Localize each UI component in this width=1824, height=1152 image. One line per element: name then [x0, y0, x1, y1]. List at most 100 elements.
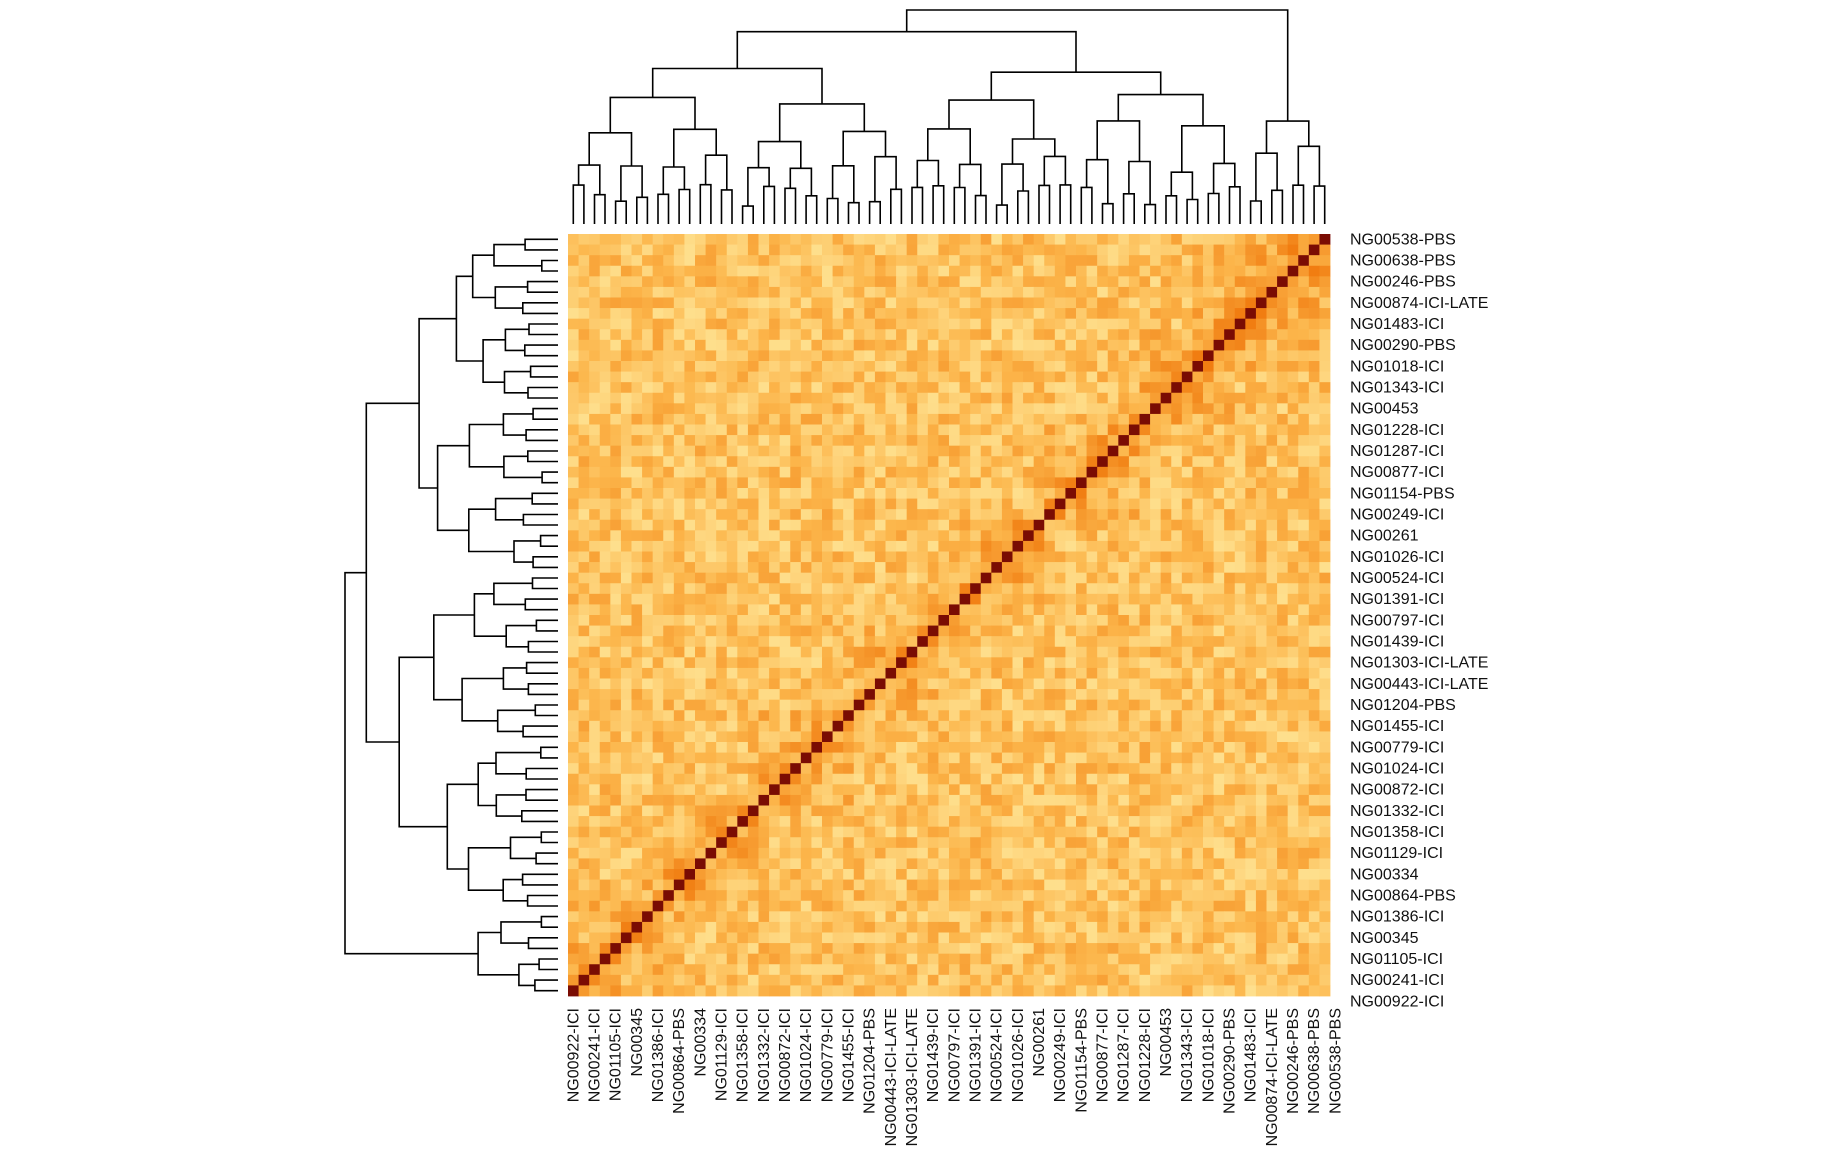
heatmap-cell — [1118, 477, 1130, 489]
heatmap-cell — [1128, 540, 1140, 552]
heatmap-cell — [1181, 350, 1193, 362]
heatmap-cell — [673, 276, 685, 288]
dendrogram-branch — [436, 444, 470, 532]
heatmap-cell — [1192, 255, 1204, 267]
heatmap-cell — [1097, 498, 1109, 510]
heatmap-cell — [1044, 361, 1056, 372]
heatmap-cell — [695, 720, 706, 732]
heatmap-cell — [705, 890, 717, 902]
heatmap-cell — [1308, 794, 1320, 806]
heatmap-cell — [938, 921, 950, 933]
heatmap-cell — [1287, 361, 1299, 372]
heatmap-cell — [906, 646, 918, 658]
heatmap-cell — [1033, 689, 1045, 701]
heatmap-cell — [1065, 318, 1077, 330]
heatmap-cell — [917, 678, 929, 690]
heatmap-cell — [578, 286, 590, 298]
heatmap-cell — [1266, 519, 1278, 531]
heatmap-cell — [1033, 921, 1045, 933]
heatmap-cell — [1086, 445, 1098, 457]
heatmap-cell — [1203, 869, 1214, 880]
heatmap-cell — [949, 498, 960, 510]
heatmap-cell — [642, 562, 654, 574]
heatmap-cell — [1192, 615, 1204, 626]
heatmap-cell — [1255, 551, 1267, 563]
heatmap-cell — [896, 678, 908, 690]
heatmap-cell — [1255, 911, 1267, 923]
heatmap-cell — [1255, 234, 1267, 245]
heatmap-cell — [1160, 932, 1172, 944]
heatmap-cell — [1012, 921, 1024, 933]
heatmap-cell — [1139, 816, 1151, 828]
heatmap-cell — [1203, 297, 1214, 309]
heatmap-cell — [1054, 255, 1066, 267]
heatmap-cell — [991, 382, 1003, 394]
heatmap-cell — [896, 773, 908, 785]
heatmap-cell — [1287, 742, 1299, 753]
heatmap-cell — [684, 361, 696, 372]
heatmap-cell — [822, 636, 833, 648]
heatmap-cell — [1023, 265, 1035, 277]
heatmap-cell — [1001, 657, 1013, 669]
heatmap-cell — [1160, 646, 1172, 658]
heatmap-cell — [1086, 657, 1098, 669]
heatmap-cell — [1234, 657, 1246, 669]
heatmap-cell — [800, 234, 812, 245]
heatmap-cell — [1245, 403, 1257, 415]
heatmap-cell — [1308, 551, 1320, 563]
heatmap-cell — [1308, 403, 1320, 415]
heatmap-cell — [864, 466, 876, 478]
heatmap-cell — [705, 435, 717, 447]
heatmap-cell — [800, 615, 812, 626]
heatmap-cell — [758, 667, 770, 679]
heatmap-cell — [1181, 879, 1193, 891]
heatmap-cell — [716, 361, 728, 372]
heatmap-cell — [673, 265, 685, 277]
heatmap-cell — [1298, 710, 1310, 722]
heatmap-cell — [1181, 297, 1193, 309]
heatmap-cell — [695, 752, 706, 764]
heatmap-cell — [1001, 509, 1013, 521]
heatmap-cell — [1308, 308, 1320, 320]
heatmap-cell — [790, 286, 802, 298]
heatmap-cell — [663, 689, 675, 701]
heatmap-cell — [568, 509, 579, 521]
heatmap-cell — [726, 667, 738, 679]
heatmap-cell — [1203, 773, 1214, 785]
heatmap-cell — [1203, 816, 1214, 828]
dendrogram-branch — [502, 878, 528, 902]
heatmap-cell — [1160, 297, 1172, 309]
heatmap-cell — [716, 826, 728, 838]
heatmap-cell — [959, 308, 971, 320]
heatmap-cell — [1097, 869, 1109, 880]
heatmap-cell — [906, 604, 918, 616]
heatmap-cell — [906, 742, 918, 753]
heatmap-cell — [1203, 678, 1214, 690]
heatmap-cell — [864, 794, 876, 806]
heatmap-cell — [1023, 615, 1035, 626]
heatmap-cell — [1319, 297, 1331, 309]
heatmap-cell — [1150, 551, 1162, 563]
heatmap-cell — [874, 382, 886, 394]
heatmap-cell — [642, 720, 654, 732]
heatmap-cell — [906, 699, 918, 711]
heatmap-cell — [578, 445, 590, 457]
heatmap-cell — [938, 657, 950, 669]
dendrogram-branch — [593, 193, 606, 224]
heatmap-cell — [874, 699, 886, 711]
heatmap-cell — [599, 636, 611, 648]
heatmap-cell — [663, 773, 675, 785]
heatmap-cell — [1128, 329, 1140, 341]
heatmap-cell — [578, 667, 590, 679]
heatmap-cell — [684, 466, 696, 478]
heatmap-cell — [1287, 382, 1299, 394]
heatmap-cell — [949, 699, 960, 711]
heatmap-cell — [1192, 361, 1204, 372]
heatmap-cell — [917, 763, 929, 775]
heatmap-cell — [1065, 509, 1077, 521]
heatmap-cell — [1160, 392, 1172, 404]
heatmap-cell — [1234, 382, 1246, 394]
heatmap-cell — [673, 667, 685, 679]
heatmap-cell — [1181, 667, 1193, 679]
heatmap-cell — [1224, 752, 1236, 764]
